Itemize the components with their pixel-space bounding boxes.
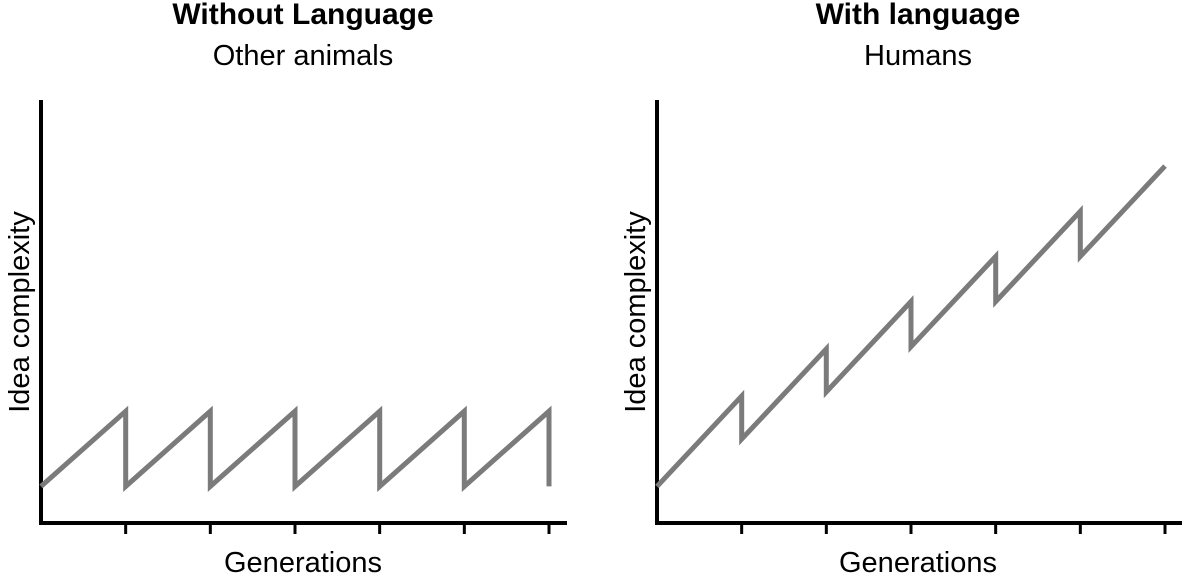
chart-title: Without Language (172, 0, 433, 31)
chart-panel-without-language: Without Language Other animals Generatio… (4, 0, 567, 576)
series-line-idea-complexity (39, 405, 552, 492)
chart-title: With language (816, 0, 1021, 31)
series-line-idea-complexity (655, 164, 1167, 489)
x-axis-ticks (124, 523, 551, 534)
y-axis-label: Idea complexity (620, 211, 652, 413)
chart-subtitle: Humans (864, 40, 972, 72)
y-axis-label: Idea complexity (4, 211, 36, 413)
x-axis-ticks (740, 523, 1167, 534)
x-axis-label: Generations (224, 547, 382, 576)
x-axis-label: Generations (839, 547, 997, 576)
chart-panel-with-language: With language Humans Generations Idea co… (620, 0, 1182, 576)
chart-subtitle: Other animals (213, 40, 394, 72)
